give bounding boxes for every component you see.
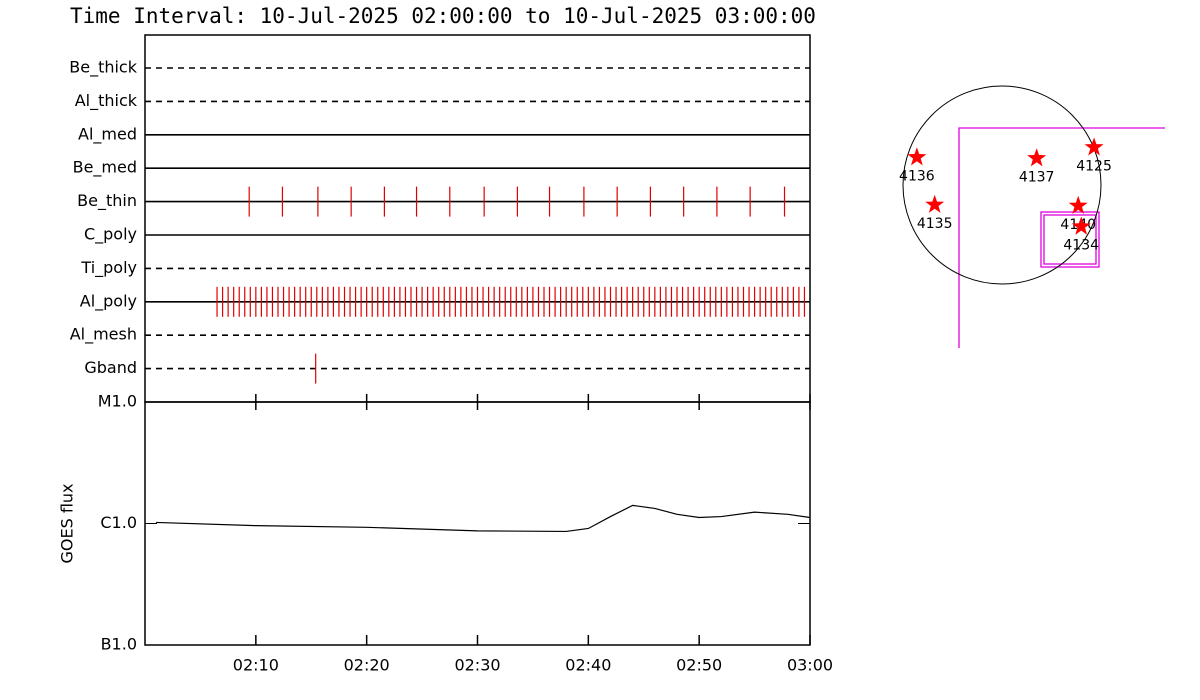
region-label: 4136 — [899, 168, 935, 184]
row-label: Al_thick — [75, 91, 138, 111]
x-tick-label: 02:10 — [233, 656, 279, 675]
row-label: Be_thin — [77, 191, 137, 211]
y-tick-label: M1.0 — [98, 392, 137, 411]
region-label: 4135 — [917, 216, 953, 232]
row-label: C_poly — [84, 225, 137, 245]
goes-frame — [144, 401, 811, 646]
region-label: 4134 — [1063, 238, 1099, 254]
chart-title: Time Interval: 10-Jul-2025 02:00:00 to 1… — [70, 4, 816, 28]
x-tick-label: 03:00 — [787, 656, 833, 675]
region-star — [1027, 148, 1047, 167]
region-label: 4137 — [1019, 169, 1055, 185]
fov-box — [1040, 211, 1100, 268]
goes-curve — [156, 504, 811, 533]
row-label: Al_mesh — [70, 325, 137, 345]
row-label: Ti_poly — [80, 258, 137, 278]
row-label: Al_poly — [80, 291, 137, 311]
region-star — [1068, 195, 1088, 214]
region-star — [907, 147, 927, 166]
x-tick-label: 02:20 — [344, 656, 390, 675]
sun-map-overlay — [958, 127, 1165, 348]
region-label: 4125 — [1076, 158, 1112, 174]
y-tick-label: B1.0 — [101, 635, 137, 654]
timeline-frame — [144, 34, 811, 403]
region-star — [1071, 216, 1091, 235]
fov-outline — [958, 127, 1165, 348]
y-axis-label: GOES flux — [58, 483, 77, 563]
fov-box — [1043, 214, 1097, 265]
y-tick-label: C1.0 — [100, 513, 137, 532]
x-tick-label: 02:50 — [676, 656, 722, 675]
x-tick-label: 02:40 — [565, 656, 611, 675]
region-star — [925, 194, 945, 213]
solar-disk — [902, 85, 1102, 285]
row-label: Al_med — [78, 124, 137, 144]
row-label: Gband — [84, 358, 137, 377]
row-label: Be_thick — [69, 58, 137, 78]
x-tick-label: 02:30 — [454, 656, 500, 675]
row-label: Be_med — [73, 158, 137, 178]
region-star — [1084, 137, 1104, 156]
